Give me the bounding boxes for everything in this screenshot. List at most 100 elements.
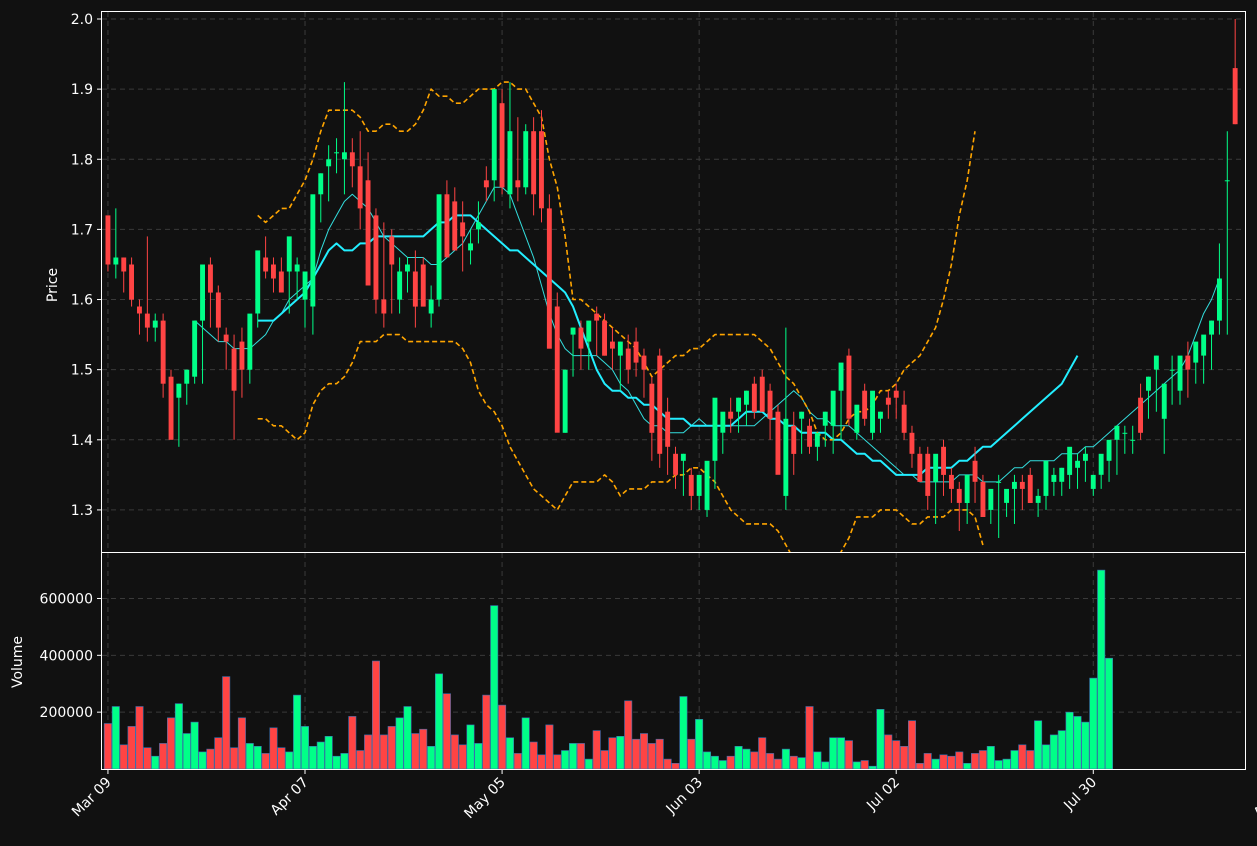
candle-body-up <box>712 397 718 461</box>
candle-body-up <box>1035 495 1041 503</box>
candle-body-up <box>1067 446 1073 475</box>
candle-body-up <box>570 327 576 335</box>
candle-body-down <box>1138 397 1143 433</box>
candle-body-up <box>176 383 182 398</box>
volume-bar-down <box>159 743 168 770</box>
volume-bar-down <box>632 738 641 770</box>
candle-body-up <box>200 264 205 321</box>
volume-bar-down <box>553 754 562 770</box>
candle-body-down <box>807 425 812 447</box>
candle-body-up <box>586 320 592 342</box>
volume-bar-down <box>647 743 656 770</box>
candle-body-up <box>1161 383 1167 419</box>
candle-body-down <box>909 432 915 454</box>
candle-body-up <box>704 460 710 510</box>
volume-bar-up <box>821 761 830 770</box>
volume-bar-down <box>237 717 246 770</box>
candle-body-up <box>696 474 702 496</box>
volume-bar-up <box>182 733 191 770</box>
volume-gridlines <box>102 553 1245 769</box>
candle-body-up <box>1209 320 1214 335</box>
candle-body-down <box>444 194 450 258</box>
candle-body-down <box>610 341 615 349</box>
volume-bar-down <box>411 733 420 770</box>
candle-body-down <box>215 292 221 328</box>
candle-body-down <box>665 411 671 447</box>
candle-body-up <box>152 320 158 328</box>
volume-bar-up <box>395 717 404 770</box>
volume-bar-up <box>474 743 483 770</box>
volume-bar-down <box>230 747 239 770</box>
candle-body-up <box>933 453 939 482</box>
candle-body-down <box>633 341 639 363</box>
candle-body-up <box>562 369 568 433</box>
candle-body-down <box>728 411 734 419</box>
candle-body-up <box>964 474 970 503</box>
volume-bar-up <box>1057 730 1066 770</box>
volume-bar-down <box>608 737 617 770</box>
candle-body-down <box>602 320 607 356</box>
candle-body-down <box>381 299 387 314</box>
volume-bar-down <box>206 748 215 770</box>
volume-bar-down <box>663 758 672 770</box>
candle-body-down <box>657 355 663 454</box>
candle-body-up <box>1224 180 1230 182</box>
volume-bar-up <box>324 735 333 770</box>
candle-body-down <box>483 180 489 188</box>
candle-body-down <box>144 313 150 328</box>
candle-body-up <box>1098 453 1104 475</box>
volume-bar-up <box>151 755 160 770</box>
volume-bar-up <box>434 673 443 770</box>
volume-bar-up <box>340 753 349 770</box>
candle-body-up <box>720 411 726 433</box>
candle-body-up <box>397 271 403 300</box>
candle-body-up <box>988 488 994 510</box>
candle-body-up <box>192 320 198 377</box>
volume-bar-down <box>939 754 948 770</box>
volume-bar-up <box>868 765 877 770</box>
candle-body-up <box>1201 334 1207 356</box>
volume-tick-label: 200000 <box>40 705 93 721</box>
candle-body-up <box>1012 481 1017 489</box>
volume-bar-up <box>695 718 704 770</box>
volume-bar-down <box>844 740 853 770</box>
candle-body-down <box>263 257 269 272</box>
volume-bar-down <box>261 753 270 770</box>
volume-bar-up <box>285 751 294 770</box>
volume-bar-up <box>253 745 262 770</box>
volume-bar-up <box>427 745 436 770</box>
volume-bar-up <box>986 745 995 770</box>
volume-bar-down <box>955 751 964 770</box>
volume-bar-up <box>561 750 570 770</box>
volume-tick-label: 400000 <box>40 648 93 664</box>
candle-body-up <box>247 313 253 370</box>
volume-bar-down <box>884 734 893 770</box>
candle-body-down <box>160 320 166 384</box>
candle-body-up <box>294 264 300 272</box>
candle-body-up <box>814 432 820 447</box>
candle-body-up <box>1146 376 1151 391</box>
volume-bar-up <box>568 743 577 770</box>
volume-bar-down <box>766 753 775 770</box>
volume-bar-down <box>805 706 814 770</box>
candle-body-down <box>208 264 213 293</box>
volume-bar-up <box>490 605 499 770</box>
price-axis-label: Price <box>45 268 61 302</box>
price-tick-label: 1.5 <box>71 363 93 379</box>
volume-bar-down <box>135 706 144 770</box>
price-tick-label: 1.4 <box>71 433 93 449</box>
candle-body-down <box>412 271 418 307</box>
volume-bar-up <box>931 758 940 770</box>
candle-body-up <box>870 390 875 433</box>
volume-bar-down <box>545 724 554 770</box>
volume-bar-down <box>537 754 546 770</box>
candle-body-down <box>129 264 134 300</box>
candle-body-up <box>491 89 497 181</box>
volume-bar-down <box>529 741 538 770</box>
candle-body-down <box>554 306 560 433</box>
candle-body-down <box>775 411 781 475</box>
volume-bar-down <box>222 676 231 770</box>
volume-bar-down <box>655 738 664 770</box>
candle-body-down <box>278 271 284 293</box>
